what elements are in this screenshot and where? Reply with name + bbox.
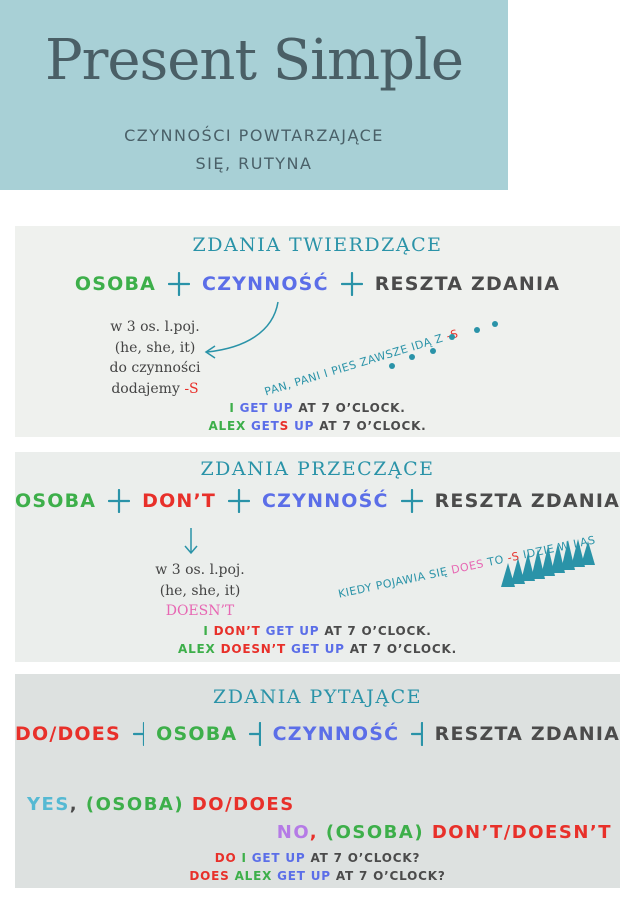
formula-part: DON’T — [142, 490, 217, 512]
formula-part: OSOBA — [74, 273, 157, 295]
answer: NO, (OSOBA) DON’T/DOESN’T — [277, 822, 612, 843]
section-heading: ZDANIA PYTAJĄCE — [213, 686, 422, 708]
note: w 3 os. l.poj. (he, she, it) DOESN’T — [115, 560, 285, 622]
note-line: (he, she, it) — [115, 581, 285, 602]
answer-text: DON’T/DOESN’T — [431, 822, 612, 843]
example: DO I GET UP AT 7 O’CLOCK? — [15, 849, 620, 867]
note-line: DOESN’T — [115, 601, 285, 622]
formula-part: OSOBA — [15, 490, 97, 512]
plus-icon — [340, 272, 363, 296]
section-heading: ZDANIA PRZECZĄCE — [200, 458, 435, 480]
note: w 3 os. l.poj. (he, she, it) do czynności d… — [70, 317, 240, 399]
note-text: do czynności — [109, 360, 201, 376]
example-text: ALEX — [208, 419, 252, 433]
example-text: GET UP — [277, 869, 336, 883]
example-text: GET — [251, 419, 280, 433]
example-text: DOES — [189, 869, 235, 883]
answer: YES, (OSOBA) DO/DOES — [27, 794, 295, 815]
example-text: I — [241, 851, 252, 865]
answer-text: (OSOBA) — [325, 822, 432, 843]
formula: OSOBA DON’T CZYNNOŚĆ RESZTA ZDANIA — [15, 489, 620, 513]
example: DOES ALEX GET UP AT 7 O’CLOCK? — [15, 867, 620, 885]
example-text: I — [229, 401, 240, 415]
example-text: AT 7 O’CLOCK? — [335, 869, 446, 883]
example: ALEX DOESN’T GET UP AT 7 O’CLOCK. — [15, 640, 620, 658]
decor — [204, 301, 498, 369]
plus-icon — [132, 722, 145, 746]
note-line: (he, she, it) — [70, 338, 240, 359]
formula-part: CZYNNOŚĆ — [202, 273, 329, 295]
answer-text: NO — [276, 822, 310, 843]
formula-part: RESZTA ZDANIA — [374, 273, 561, 295]
decor — [184, 528, 595, 587]
note-text: -S — [184, 380, 199, 397]
plus-icon — [108, 489, 131, 513]
note-text: DOESN’T — [165, 603, 235, 619]
note-text: (he, she, it) — [114, 339, 196, 356]
plus-icon — [168, 272, 191, 296]
title: Present Simple — [44, 28, 464, 93]
formula-part: OSOBA — [156, 723, 238, 745]
note-line: w 3 os. l.poj. — [115, 560, 285, 581]
formula-part: RESZTA ZDANIA — [434, 490, 620, 512]
example-text: GET UP — [265, 624, 325, 638]
note-text: (he, she, it) — [159, 582, 241, 599]
subtitle: CZYNNOŚCI POWTARZAJĄCE SIĘ, RUTYNA — [124, 126, 384, 173]
example-text: S — [279, 419, 290, 433]
example: ALEX GETS UP AT 7 O’CLOCK. — [15, 417, 620, 435]
formula: OSOBA CZYNNOŚĆ RESZTA ZDANIA — [15, 272, 620, 296]
example-text: DO — [214, 851, 242, 865]
note-line: do czynności — [70, 358, 240, 379]
answer-text: , — [309, 822, 326, 843]
example-text: DON’T — [213, 624, 266, 638]
section: ZDANIA PYTAJĄCE DO/DOES OSOBA CZYNNOŚĆ RESZ… — [15, 674, 620, 888]
plus-icon — [249, 722, 261, 746]
example-text: GET UP — [290, 642, 350, 656]
answer-text: (OSOBA) — [85, 794, 192, 815]
section-heading: ZDANIA TWIERDZĄCE — [192, 234, 443, 256]
example-text: AT 7 O’CLOCK. — [349, 642, 457, 656]
plus-icon — [228, 489, 251, 513]
examples: I GET UP AT 7 O’CLOCK. ALEX GETS UP AT 7 … — [15, 399, 620, 435]
note-text: w 3 os. l.poj. — [110, 319, 200, 335]
answer-text: , — [69, 794, 86, 815]
formula-part: CZYNNOŚĆ — [262, 490, 389, 512]
note-text: w 3 os. l.poj. — [155, 562, 245, 578]
examples: I DON’T GET UP AT 7 O’CLOCK. ALEX DOESN’T… — [15, 622, 620, 658]
formula-part: RESZTA ZDANIA — [434, 723, 621, 745]
answer-text: YES — [27, 794, 70, 815]
example-text: I — [203, 624, 214, 638]
example-text: GET UP — [251, 851, 311, 865]
formula-part: DO/DOES — [15, 723, 121, 745]
example-text: GET UP — [239, 401, 299, 415]
example-text: ALEX — [234, 869, 278, 883]
example-text: ALEX — [178, 642, 221, 656]
example: I GET UP AT 7 O’CLOCK. — [15, 399, 620, 417]
example-text: AT 7 O’CLOCK. — [319, 419, 427, 433]
example-text: AT 7 O’CLOCK. — [324, 624, 432, 638]
example-text: DOESN’T — [220, 642, 291, 656]
example: I DON’T GET UP AT 7 O’CLOCK. — [15, 622, 620, 640]
note-line: w 3 os. l.poj. — [70, 317, 240, 338]
formula: DO/DOES OSOBA CZYNNOŚĆ RESZTA ZDANIA — [15, 722, 620, 746]
plus-icon — [411, 722, 423, 746]
section: ZDANIA TWIERDZĄCE OSOBA CZYNNOŚĆ RESZTA ZD… — [15, 226, 620, 437]
example-text: AT 7 O’CLOCK. — [298, 401, 406, 415]
plus-icon — [400, 489, 423, 513]
answer-text: DO/DOES — [191, 794, 295, 815]
example-text: AT 7 O’CLOCK? — [310, 851, 421, 865]
note-line: dodajemy -S — [70, 379, 240, 400]
example-text: UP — [289, 419, 320, 433]
section: ZDANIA PRZECZĄCE OSOBA DON’T CZYNNOŚĆ RESZT… — [15, 452, 620, 662]
formula-part: CZYNNOŚĆ — [272, 723, 400, 745]
note-text: dodajemy — [111, 380, 185, 397]
examples: DO I GET UP AT 7 O’CLOCK? DOES ALEX GET U… — [15, 849, 620, 885]
header: Present Simple CZYNNOŚCI POWTARZAJĄCE SI… — [0, 0, 508, 190]
